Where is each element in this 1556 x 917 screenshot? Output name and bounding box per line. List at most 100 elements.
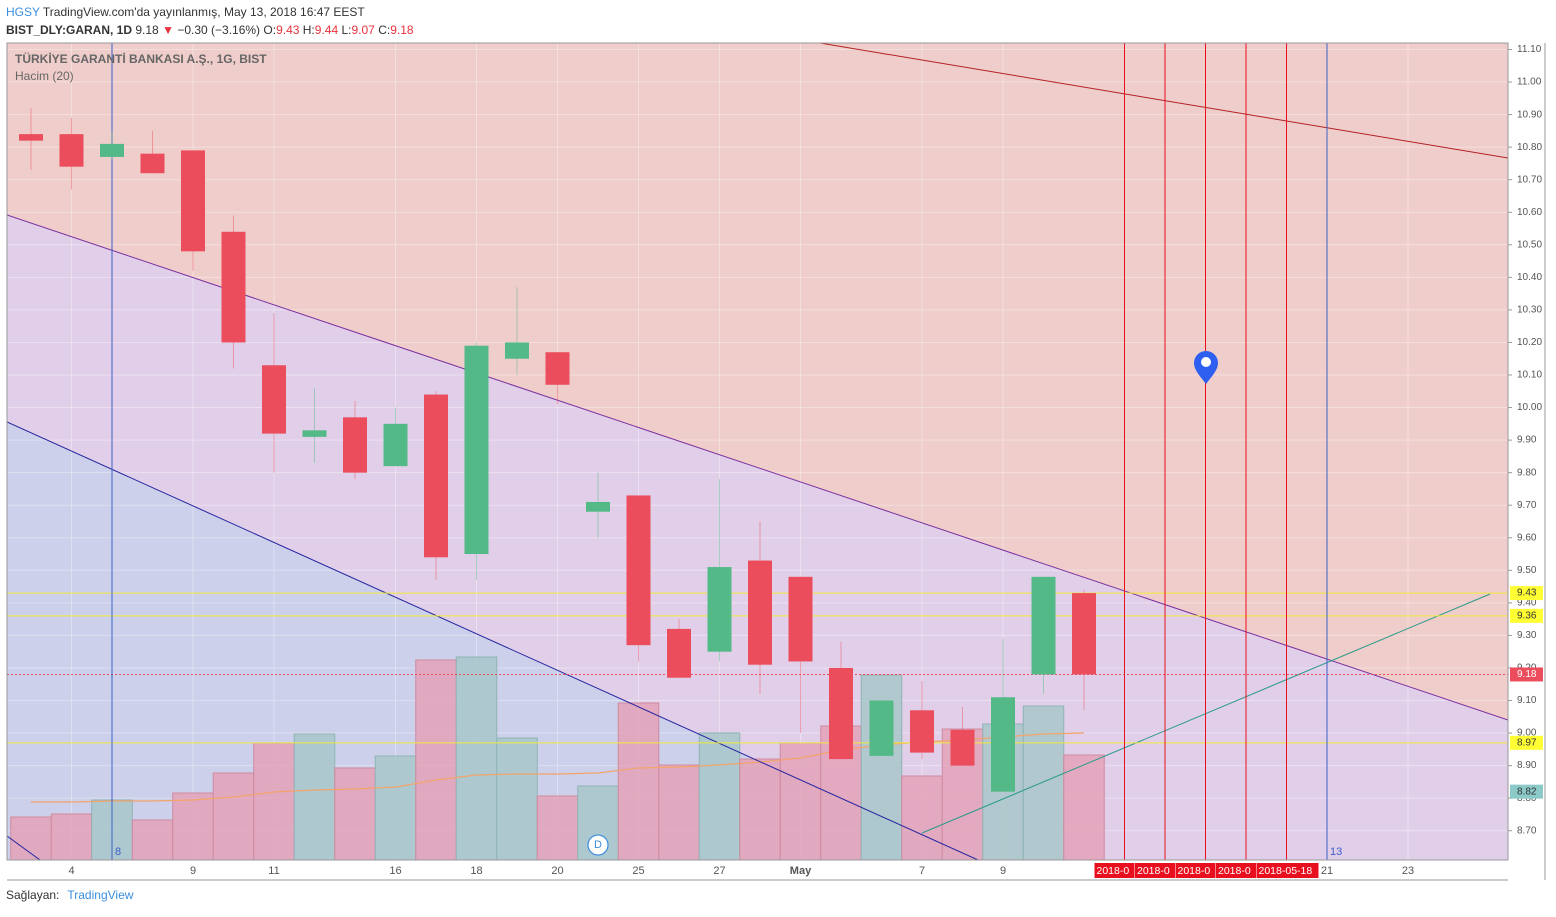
- l-label: L:: [341, 23, 352, 37]
- price-label-bg: [1510, 735, 1543, 750]
- brand: HGSY: [6, 5, 40, 19]
- volume-bar: [779, 742, 822, 860]
- x-tick-label: 25: [632, 865, 644, 877]
- y-tick-label: 10.10: [1517, 370, 1542, 381]
- marker-tag-bg: [1135, 863, 1175, 878]
- marker-tag-bg: [1094, 863, 1135, 878]
- candle-body: [383, 423, 408, 467]
- candle-body: [748, 560, 772, 665]
- header: HGSY TradingView.com'da yayınlanmış, May…: [6, 3, 414, 39]
- volume-bar: [293, 733, 336, 860]
- y-tick-label: 9.80: [1517, 467, 1537, 478]
- marker-tag: 2018-0: [1216, 863, 1256, 878]
- y-tick-label: 9.60: [1517, 532, 1537, 543]
- provider: Sağlayan:: [6, 888, 60, 902]
- y-tick-label: 10.50: [1517, 239, 1542, 250]
- marker-tag: 2018-0: [1135, 863, 1175, 878]
- candle-body: [302, 430, 327, 437]
- volume-bar: [1022, 705, 1065, 860]
- y-tick-label: 10.70: [1517, 174, 1542, 185]
- candle-body: [707, 567, 732, 652]
- volume-bar: [334, 767, 376, 860]
- x-tick-label: May: [790, 865, 812, 877]
- marker-tag: 2018-05-18: [1256, 863, 1319, 878]
- price-label: 8.97: [1517, 737, 1537, 748]
- y-tick-label: 10.30: [1517, 305, 1542, 316]
- y-tick-label: 9.90: [1517, 435, 1537, 446]
- arrow: ▼: [162, 23, 174, 37]
- candle-body: [19, 134, 43, 141]
- volume-bar: [698, 732, 741, 860]
- marker-tag-bg: [1175, 863, 1216, 878]
- trend-line: [819, 43, 1508, 159]
- candle-body: [424, 394, 448, 558]
- pane: D: [7, 43, 1508, 860]
- price-label: 9.18: [1517, 669, 1537, 680]
- volume-bar: [455, 656, 498, 860]
- marker-tag-bg: [1216, 863, 1256, 878]
- marker-tag-label: 2018-0: [1218, 865, 1251, 877]
- pin-icon: [1194, 351, 1218, 384]
- marker-tag-label: 2018-05-18: [1259, 865, 1313, 877]
- x-tick-label: 9: [1000, 865, 1006, 877]
- high: 9.44: [314, 23, 339, 37]
- candle-body: [991, 697, 1015, 792]
- y-tick-label: 9.50: [1517, 565, 1537, 576]
- volume-bar: [1063, 754, 1105, 860]
- marker-tag-label: 2018-0: [1137, 865, 1170, 877]
- volume-bar: [374, 755, 417, 860]
- y-tick-label: 9.00: [1517, 728, 1537, 739]
- c-label: C:: [378, 23, 391, 37]
- y-tick-label: 11.00: [1517, 77, 1542, 88]
- marker-tag-label: 2018-0: [1178, 865, 1211, 877]
- trend-line: [7, 421, 979, 860]
- y-tick-label: 9.10: [1517, 695, 1537, 706]
- event-marker: [587, 834, 609, 856]
- trend-line: [7, 835, 41, 860]
- open: 9.43: [276, 23, 300, 37]
- change: −0.30 (−3.16%): [177, 23, 261, 37]
- candle-body: [221, 231, 246, 343]
- o-label: O:: [263, 23, 277, 37]
- volume-bar: [50, 813, 93, 860]
- candle-body: [100, 143, 124, 157]
- volume-bar: [536, 795, 579, 860]
- provider-brand[interactable]: TradingView: [67, 888, 134, 902]
- footer: Sağlayan: TradingView: [6, 888, 133, 902]
- x-tick-label: 23: [1402, 865, 1414, 877]
- y-tick-label: 9.70: [1517, 500, 1537, 511]
- price-label-bg: [1510, 667, 1543, 682]
- y-tick-label: 9.30: [1517, 630, 1537, 641]
- price-label-bg: [1510, 784, 1543, 799]
- volume-bar: [172, 792, 214, 860]
- x-tick-label: 20: [551, 865, 563, 877]
- volume-bar: [131, 819, 174, 860]
- x-tick-label: 11: [268, 865, 279, 877]
- candle-body: [910, 710, 934, 753]
- candle-body: [626, 495, 651, 646]
- candle-body: [788, 576, 813, 662]
- x-tick-label: 18: [470, 865, 482, 877]
- candle-body: [869, 700, 894, 756]
- volume-bar: [415, 659, 457, 860]
- y-tick-label: 10.00: [1517, 402, 1542, 413]
- candle-body: [140, 153, 165, 174]
- marker-tag: 2018-0: [1175, 863, 1216, 878]
- marker-tag: 2018-0: [1094, 863, 1135, 878]
- volume-bar: [253, 742, 295, 860]
- x-tick-label: 9: [190, 865, 196, 877]
- volume-bar: [617, 702, 660, 860]
- x-tick-label: 27: [713, 865, 725, 877]
- price-label: 8.82: [1517, 786, 1537, 797]
- last: 9.18: [135, 23, 159, 37]
- pin-dot: [1201, 357, 1211, 367]
- x-tick-label: 21: [1321, 865, 1333, 877]
- x-tick-label: 16: [389, 865, 401, 877]
- event-label: D: [594, 839, 602, 851]
- candle-body: [1031, 576, 1056, 675]
- candle-body: [667, 628, 691, 678]
- y-tick-label: 10.40: [1517, 272, 1542, 283]
- candle-body: [59, 134, 84, 167]
